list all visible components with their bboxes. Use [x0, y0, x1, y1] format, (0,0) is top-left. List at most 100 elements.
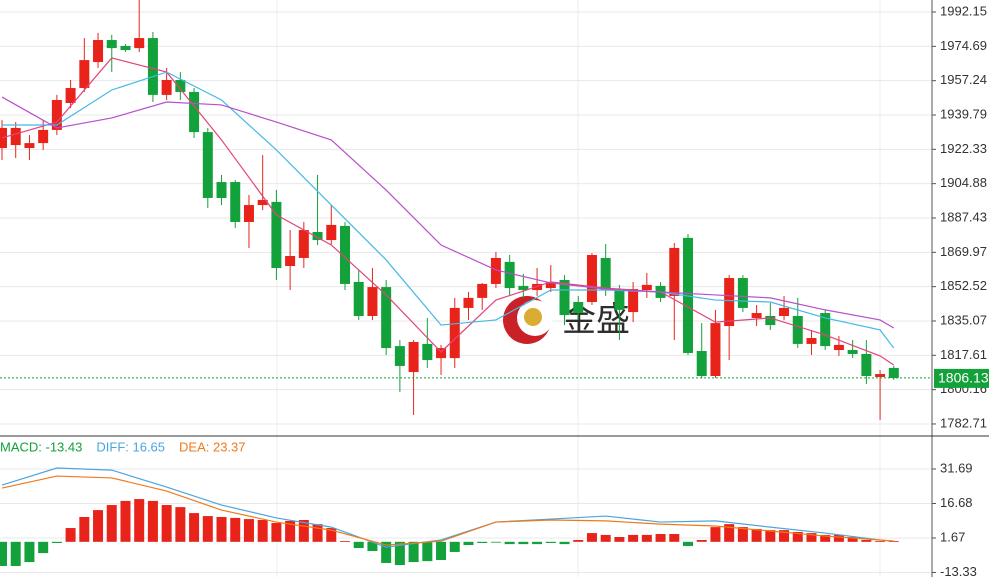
- y-tick-label: 1835.07: [940, 312, 987, 327]
- watermark: 金盛: [503, 296, 630, 344]
- y-tick-label: 1869.97: [940, 244, 987, 259]
- candle-body: [175, 79, 186, 92]
- candle-body: [792, 315, 803, 344]
- y-tick-label: 16.68: [940, 495, 973, 510]
- legend-label: DEA: 23.37: [179, 439, 246, 454]
- candle-body: [628, 289, 639, 313]
- marks-layer: [0, 0, 932, 566]
- macd-bar: [847, 537, 858, 542]
- candle-body: [202, 132, 213, 198]
- y-tick-label: 1974.69: [940, 38, 987, 53]
- macd-bar: [861, 539, 872, 542]
- y-tick-label: 1852.52: [940, 278, 987, 293]
- macd-bar: [353, 541, 364, 549]
- macd-bar: [93, 510, 104, 542]
- last-price-box: [934, 368, 989, 388]
- macd-bar: [614, 537, 625, 542]
- macd-bar: [477, 541, 488, 543]
- macd-bar: [326, 528, 337, 542]
- macd-bar: [340, 541, 350, 542]
- candle-body: [422, 343, 433, 361]
- candle-body: [710, 323, 721, 376]
- macd-bar: [449, 541, 460, 552]
- macd-bar: [120, 500, 131, 542]
- macd-bar: [285, 520, 296, 542]
- candle-body: [340, 225, 350, 284]
- candle-body: [696, 351, 707, 376]
- candle-body: [106, 40, 117, 49]
- y-tick-label: 1817.61: [940, 347, 987, 362]
- macd-bar: [669, 534, 680, 542]
- y-tick-label: 1992.15: [940, 3, 987, 18]
- candle-body: [271, 201, 282, 269]
- candle-body: [367, 287, 378, 316]
- candle-body: [408, 341, 419, 373]
- macd-bar: [436, 541, 447, 560]
- macd-bar: [408, 541, 419, 563]
- macd-bar: [628, 534, 639, 542]
- macd-bar: [51, 541, 62, 543]
- macd-bar: [147, 500, 158, 542]
- y-tick-label: -13.33: [940, 564, 977, 577]
- candle-body: [518, 285, 529, 291]
- macd-bar: [586, 533, 597, 542]
- candle-body: [189, 91, 200, 133]
- macd-bar: [10, 541, 21, 566]
- candle-body: [230, 182, 241, 222]
- macd-bar: [216, 517, 227, 542]
- indicator-line: [1, 57, 895, 366]
- candle-body: [614, 290, 625, 310]
- macd-bar: [888, 541, 899, 542]
- candle-body: [875, 374, 886, 377]
- macd-bar: [559, 541, 570, 545]
- macd-bar: [367, 541, 378, 552]
- candle-body: [120, 45, 131, 51]
- macd-bar: [161, 505, 172, 542]
- candle-body: [147, 38, 158, 95]
- candle-body: [312, 232, 323, 241]
- candle-body: [161, 79, 172, 95]
- macd-bar: [134, 499, 145, 542]
- macd-bar: [779, 530, 790, 542]
- candle-body: [545, 281, 556, 289]
- macd-bar: [24, 541, 35, 563]
- indicator-line: [1, 96, 895, 329]
- last-price-label: 1806.13: [938, 370, 989, 386]
- indicator-line: [1, 475, 894, 546]
- candle-body: [93, 40, 104, 63]
- y-tick-label: 1782.71: [940, 415, 987, 430]
- macd-bar: [490, 541, 501, 543]
- candle-body: [10, 127, 21, 146]
- macd-bar: [38, 541, 49, 554]
- candle-body: [24, 143, 35, 149]
- indicator-line: [2, 71, 895, 349]
- candle-body: [216, 182, 227, 198]
- macd-bar: [298, 519, 309, 542]
- candle-body: [573, 302, 584, 314]
- candle-body: [394, 346, 405, 366]
- macd-bar: [65, 528, 76, 542]
- candle-body: [65, 88, 76, 103]
- candle-body: [436, 348, 447, 359]
- candle-body: [79, 60, 90, 89]
- candle-body: [490, 257, 501, 284]
- candle-body: [559, 280, 570, 316]
- candle-body: [806, 338, 817, 344]
- y-tick-label: 1887.43: [940, 209, 987, 224]
- candle-body: [449, 307, 460, 359]
- candle-body: [38, 129, 49, 144]
- candle-body: [257, 199, 268, 206]
- macd-bar: [655, 534, 666, 542]
- candle-body: [779, 307, 790, 316]
- y-tick-label: 1939.79: [940, 106, 987, 121]
- candle-body: [833, 344, 844, 351]
- macd-bar: [724, 524, 735, 542]
- candle-body: [600, 257, 611, 291]
- macd-bar: [463, 541, 474, 546]
- candle-body: [463, 297, 474, 308]
- macd-bar: [683, 541, 693, 546]
- macd-bar: [243, 519, 254, 542]
- candle-body: [669, 247, 680, 296]
- grid-layer: [0, 11, 932, 573]
